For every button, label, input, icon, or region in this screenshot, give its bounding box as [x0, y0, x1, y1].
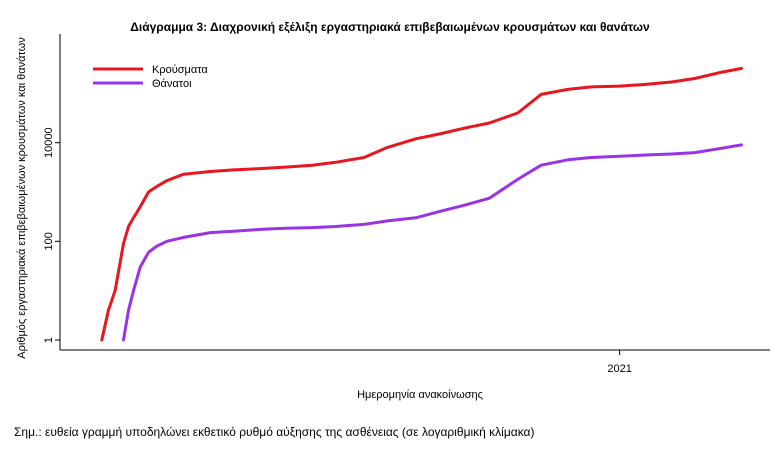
y-tick-label: 100 [43, 232, 55, 250]
series-line-1 [100, 66, 744, 342]
x-axis-label: Ημερομηνία ανακοίνωσης [357, 389, 483, 401]
legend-label-2: Θάνατοι [152, 78, 192, 90]
x-tick-label: 2021 [607, 363, 631, 375]
series-line-2 [122, 143, 744, 342]
y-tick-label: 10000 [43, 127, 55, 158]
chart-title: Διάγραμμα 3: Διαχρονική εξέλιξη εργαστηρ… [130, 20, 650, 34]
y-tick-label: 1 [43, 337, 55, 343]
footnote: Σημ.: ευθεία γραμμή υποδηλώνει εκθετικό … [14, 425, 535, 439]
legend-label-1: Κρούσματα [152, 64, 208, 76]
